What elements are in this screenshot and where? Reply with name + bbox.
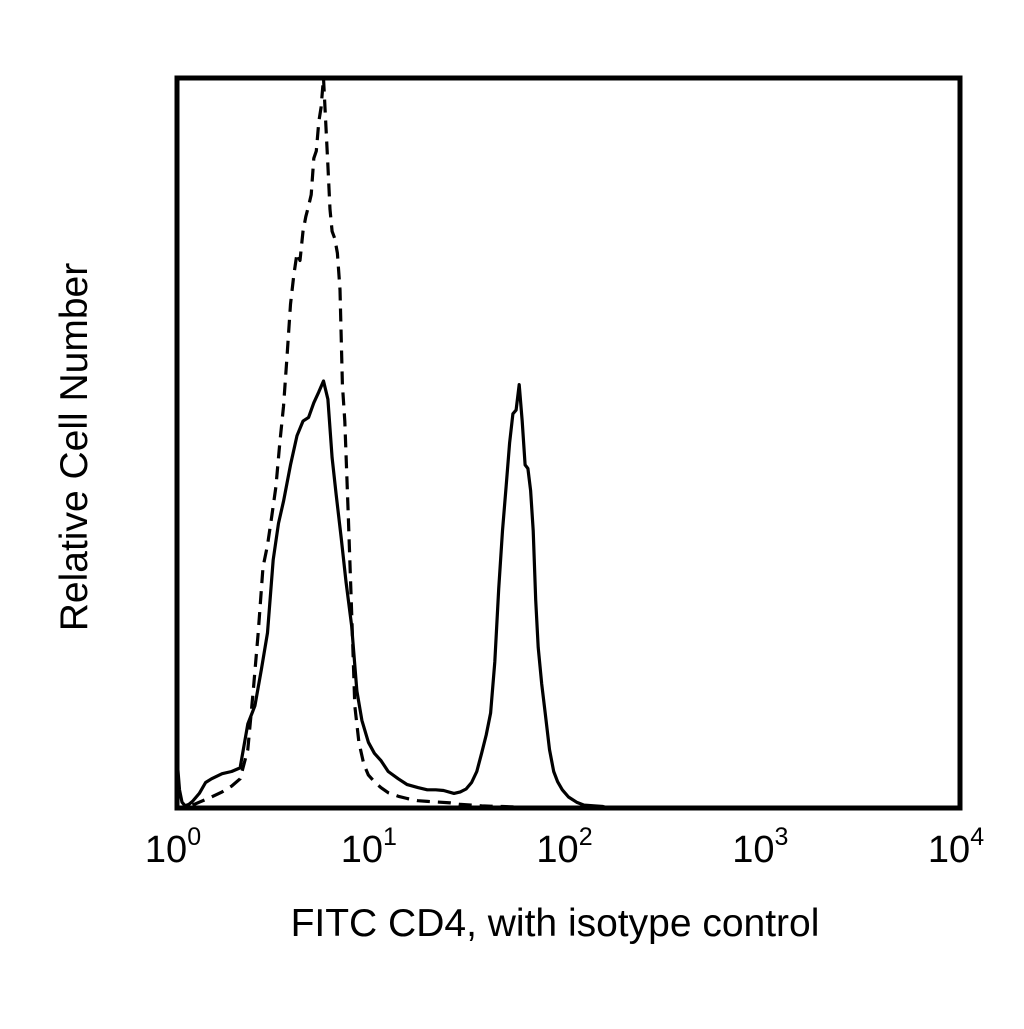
x-tick-label-exponent: 1 [383,823,397,851]
x-tick-label: 104 [928,823,984,871]
plot-frame [174,75,963,811]
cd4-histogram-line [175,379,609,810]
x-tick-label-base: 10 [732,829,774,871]
x-tick-label: 100 [145,823,201,871]
x-tick-label-base: 10 [928,829,970,871]
x-tick-label-base: 10 [145,829,187,871]
x-axis-title: FITC CD4, with isotype control [291,902,820,945]
x-tick-label-exponent: 3 [774,823,788,851]
x-tick-label-exponent: 2 [579,823,593,851]
x-tick-label: 102 [536,823,592,871]
x-tick-label-exponent: 0 [187,823,201,851]
plot-area [175,76,609,810]
x-tick-label-base: 10 [536,829,578,871]
x-tick-label-exponent: 4 [970,823,984,851]
x-tick-label: 101 [341,823,397,871]
x-tick-labels: 100 101 102 103 104 [145,823,984,871]
x-tick-label-base: 10 [341,829,383,871]
x-tick-label: 103 [732,823,788,871]
y-axis-title: Relative Cell Number [53,263,96,631]
isotype-control-histogram-line [191,76,539,810]
